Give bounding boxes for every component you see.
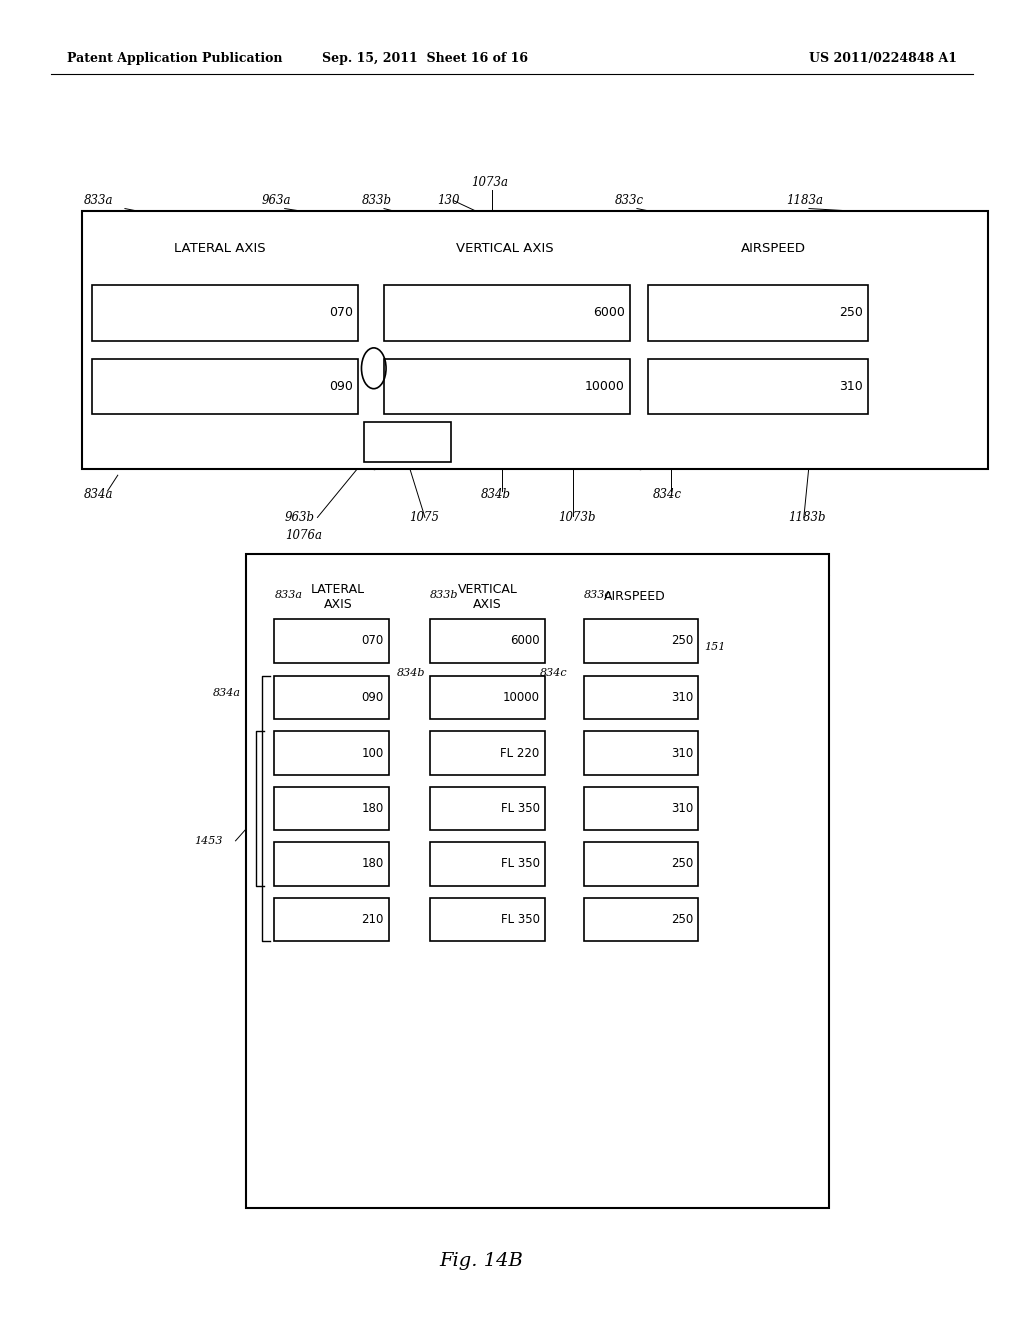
Text: 180: 180 bbox=[361, 858, 384, 870]
Text: 130: 130 bbox=[437, 194, 460, 207]
Text: AIRSPEED: AIRSPEED bbox=[740, 242, 806, 255]
Text: 834a: 834a bbox=[84, 488, 114, 502]
Bar bbox=[648, 359, 868, 414]
Bar bbox=[274, 787, 389, 830]
Text: 10000: 10000 bbox=[503, 692, 540, 704]
Bar bbox=[430, 676, 545, 719]
Text: 1073b: 1073b bbox=[558, 511, 596, 524]
Text: Sep. 15, 2011  Sheet 16 of 16: Sep. 15, 2011 Sheet 16 of 16 bbox=[322, 51, 528, 65]
Text: LATERAL AXIS: LATERAL AXIS bbox=[174, 242, 266, 255]
Text: 833c: 833c bbox=[614, 194, 643, 207]
Text: 1076a: 1076a bbox=[285, 529, 322, 543]
Text: 6000: 6000 bbox=[593, 306, 625, 319]
Bar bbox=[584, 898, 698, 941]
Bar bbox=[430, 731, 545, 775]
Text: 210: 210 bbox=[361, 913, 384, 925]
Text: US 2011/0224848 A1: US 2011/0224848 A1 bbox=[809, 51, 957, 65]
Bar bbox=[92, 285, 358, 341]
Bar bbox=[274, 842, 389, 886]
Text: 310: 310 bbox=[840, 380, 863, 393]
Text: 834b: 834b bbox=[481, 488, 511, 502]
Bar bbox=[246, 554, 829, 1208]
Text: FL 350: FL 350 bbox=[501, 913, 540, 925]
Bar bbox=[274, 619, 389, 663]
Text: 834c: 834c bbox=[653, 488, 682, 502]
Text: 250: 250 bbox=[671, 858, 693, 870]
Bar bbox=[274, 898, 389, 941]
Text: 833c: 833c bbox=[584, 590, 611, 601]
Bar bbox=[82, 211, 988, 469]
Text: 250: 250 bbox=[671, 913, 693, 925]
Text: VERTICAL
AXIS: VERTICAL AXIS bbox=[458, 582, 517, 611]
Text: 1183b: 1183b bbox=[788, 511, 826, 524]
Bar bbox=[584, 619, 698, 663]
Text: 250: 250 bbox=[671, 635, 693, 647]
Text: 833a: 833a bbox=[84, 194, 114, 207]
Bar bbox=[584, 731, 698, 775]
Text: 963a: 963a bbox=[261, 194, 291, 207]
Bar bbox=[92, 359, 358, 414]
Text: 833b: 833b bbox=[361, 194, 391, 207]
Text: 180: 180 bbox=[361, 803, 384, 814]
Bar bbox=[430, 619, 545, 663]
Text: VERTICAL AXIS: VERTICAL AXIS bbox=[456, 242, 554, 255]
Bar bbox=[384, 359, 630, 414]
Text: FL 350: FL 350 bbox=[501, 858, 540, 870]
Text: 090: 090 bbox=[361, 692, 384, 704]
Text: 963b: 963b bbox=[285, 511, 314, 524]
Bar bbox=[364, 422, 451, 462]
Bar bbox=[584, 787, 698, 830]
Text: 070: 070 bbox=[361, 635, 384, 647]
Bar bbox=[384, 285, 630, 341]
Text: 834b: 834b bbox=[397, 668, 426, 678]
Text: 1075: 1075 bbox=[410, 511, 439, 524]
Bar bbox=[430, 787, 545, 830]
Text: AIRSPEED: AIRSPEED bbox=[604, 590, 666, 603]
Text: 250: 250 bbox=[840, 306, 863, 319]
Text: Fig. 14B: Fig. 14B bbox=[439, 1251, 523, 1270]
Text: 310: 310 bbox=[671, 803, 693, 814]
Text: FL 350: FL 350 bbox=[501, 803, 540, 814]
Text: 1073a: 1073a bbox=[471, 176, 508, 189]
Bar bbox=[274, 731, 389, 775]
Text: 1183a: 1183a bbox=[786, 194, 823, 207]
Text: 834a: 834a bbox=[213, 688, 241, 698]
Text: 833a: 833a bbox=[274, 590, 302, 601]
Text: 310: 310 bbox=[671, 747, 693, 759]
Text: 833b: 833b bbox=[430, 590, 459, 601]
Bar bbox=[274, 676, 389, 719]
Text: FL 220: FL 220 bbox=[501, 747, 540, 759]
Text: 090: 090 bbox=[330, 380, 353, 393]
Text: LATERAL
AXIS: LATERAL AXIS bbox=[311, 582, 365, 611]
Text: 1453: 1453 bbox=[195, 836, 223, 846]
Bar bbox=[430, 898, 545, 941]
Text: 310: 310 bbox=[671, 692, 693, 704]
Bar bbox=[584, 842, 698, 886]
Text: 834c: 834c bbox=[540, 668, 567, 678]
Text: 100: 100 bbox=[361, 747, 384, 759]
Bar bbox=[648, 285, 868, 341]
Text: 151: 151 bbox=[705, 642, 726, 652]
Bar bbox=[584, 676, 698, 719]
Bar bbox=[430, 842, 545, 886]
Text: 10000: 10000 bbox=[585, 380, 625, 393]
Text: 070: 070 bbox=[330, 306, 353, 319]
Text: 6000: 6000 bbox=[510, 635, 540, 647]
Text: Patent Application Publication: Patent Application Publication bbox=[67, 51, 282, 65]
